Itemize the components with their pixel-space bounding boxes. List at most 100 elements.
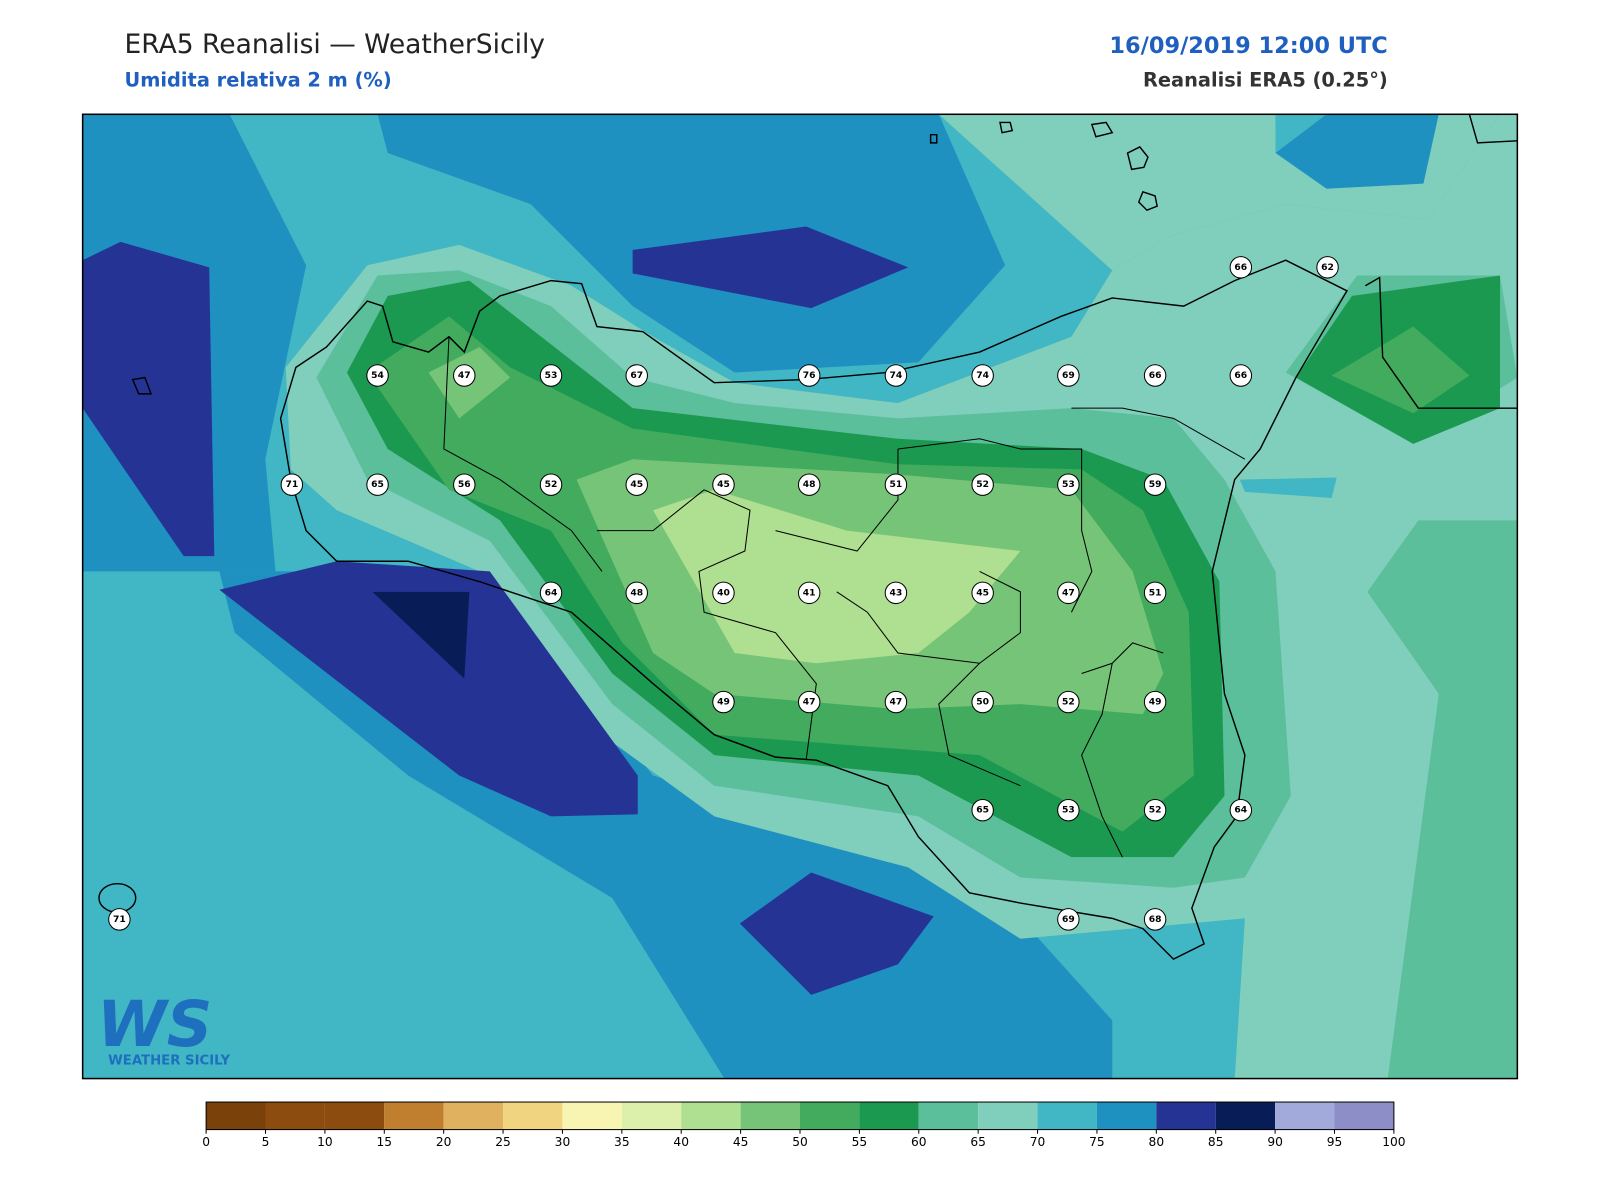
colorbar-tick-label: 70 [1030,1135,1046,1149]
colorbar-tick-label: 35 [614,1135,630,1149]
station-marker [539,581,563,605]
coastline [98,114,1518,961]
station-value: 48 [630,587,643,598]
station-marker [1316,256,1339,279]
humidity-field [82,114,1518,1079]
colorbar-tick-label: 80 [1149,1135,1165,1149]
station-value: 53 [545,370,558,381]
station-marker [884,473,908,496]
colorbar-bin [443,1102,504,1130]
station-marker [884,364,908,387]
logo-mark: WS [97,987,212,1061]
station-marker [625,473,648,496]
colorbar-bin [800,1102,860,1130]
colorbar-tick-label: 0 [202,1135,210,1149]
station-value: 71 [113,914,126,925]
station-value: 71 [285,479,298,490]
station-value: 47 [1062,587,1075,598]
station-marker [971,473,994,496]
colorbar-bin [681,1102,741,1130]
station-marker [1057,798,1080,822]
station-marker [625,364,648,387]
station-marker [971,581,994,605]
colorbar-tick-label: 40 [673,1135,689,1149]
colorbar-tick-label: 5 [262,1135,270,1149]
colorbar-bin [1156,1102,1216,1130]
station-marker [1057,908,1080,931]
humidity-band [1367,520,1518,1079]
station-value: 67 [630,370,643,381]
station-value: 52 [1062,697,1075,708]
station-value: 53 [1062,805,1075,816]
colorbar-bin [978,1102,1038,1130]
colorbar-bin [1275,1102,1335,1130]
station-value: 64 [545,587,558,598]
humidity-band [1275,114,1439,189]
sicily-coast [279,259,1348,961]
colorbar-tick-label: 65 [970,1135,986,1149]
station-marker [366,473,389,496]
colorbar-tick-label: 55 [852,1135,868,1149]
province-borders [443,336,1246,858]
datetime: 16/09/2019 12:00 UTC [1109,33,1387,59]
station-value: 52 [1149,805,1162,816]
colorbar: 0 5 10 15 20 25 30 35 40 45 50 55 60 65 70 75 80 85 90 95 10… [202,1101,1406,1149]
station-marker [453,364,476,387]
colorbar-bin [503,1102,563,1130]
station-marker [539,473,563,496]
aeolian-islands [131,121,1158,395]
colorbar-bin [1096,1102,1157,1130]
colorbar-bin [1215,1102,1276,1130]
station-marker [797,473,821,496]
station-marker [1143,473,1167,496]
station-value: 54 [371,370,384,381]
station-value: 66 [1234,370,1247,381]
station-value: 52 [545,479,558,490]
station-marker [1143,690,1167,714]
station-value: 52 [976,479,989,490]
station-value: 50 [976,697,989,708]
station-marker [1057,690,1080,714]
colorbar-tick-label: 75 [1089,1135,1105,1149]
colorbar-bin [1037,1102,1097,1130]
colorbar-bin [740,1102,800,1130]
station-value: 69 [1062,370,1075,381]
station-marker [1229,798,1253,822]
station-value: 48 [803,479,816,490]
station-marker [1229,256,1253,279]
colorbar-bin [562,1102,622,1130]
station-value: 40 [717,587,730,598]
station-value: 64 [1234,805,1247,816]
station-marker [1143,581,1167,605]
station-marker [1057,581,1080,605]
station-marker [797,581,821,605]
station-value: 45 [717,479,730,490]
colorbar-bin [206,1102,266,1130]
colorbar-bin [265,1102,325,1130]
station-marker [971,364,994,387]
humidity-band [372,591,470,679]
station-value: 47 [890,697,903,708]
station-marker [1143,364,1167,387]
station-value: 47 [458,370,471,381]
station-marker [884,690,908,714]
station-marker [797,690,821,714]
station-value: 45 [976,587,989,598]
station-value: 76 [803,370,816,381]
station-value: 49 [717,697,730,708]
humidity-band [1239,477,1337,498]
station-marker [712,690,735,714]
humidity-band [938,114,1500,271]
station-value: 41 [803,587,816,598]
colorbar-tick-label: 100 [1382,1135,1405,1149]
station-value: 69 [1062,914,1075,925]
colorbar-bin [1334,1102,1394,1130]
colorbar-tick-label: 20 [436,1135,452,1149]
colorbar-tick-label: 45 [733,1135,749,1149]
station-value: 53 [1062,479,1075,490]
colorbar-tick-label: 30 [555,1135,571,1149]
colorbar-bin [918,1102,979,1130]
colorbar-tick-label: 25 [495,1135,511,1149]
colorbar-tick-label: 85 [1208,1135,1224,1149]
